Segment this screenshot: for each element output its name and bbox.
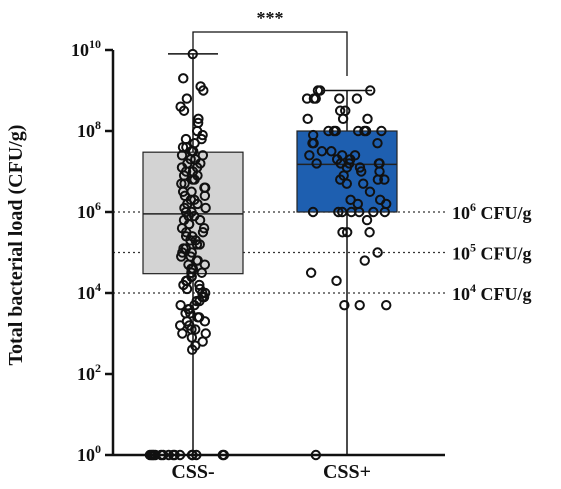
y-axis-label: Total bacterial load (CFU/g) xyxy=(5,125,27,366)
data-point xyxy=(180,133,192,145)
y-ticks: 100 102 104 106 108 1010 xyxy=(71,37,113,465)
data-point xyxy=(178,73,189,84)
data-point xyxy=(194,214,206,226)
data-point xyxy=(310,93,321,104)
reference-label-2: 104 CFU/g xyxy=(452,281,532,304)
data-point xyxy=(379,206,391,218)
data-point xyxy=(354,299,365,311)
data-points xyxy=(144,48,392,461)
x-tick-label-1: CSS+ xyxy=(323,461,371,483)
data-point xyxy=(199,190,211,202)
data-point xyxy=(326,146,337,157)
data-point xyxy=(358,178,369,189)
data-point xyxy=(193,113,204,125)
data-point xyxy=(356,166,367,177)
data-point xyxy=(362,113,373,125)
data-point xyxy=(191,449,202,461)
data-point xyxy=(361,214,373,226)
data-point xyxy=(191,239,203,250)
y-axis-title: Total bacterial load (CFU/g) xyxy=(5,125,27,366)
data-point xyxy=(353,206,365,218)
data-point xyxy=(175,299,186,311)
data-point xyxy=(200,202,211,214)
data-point xyxy=(192,198,203,210)
data-point xyxy=(310,449,322,461)
data-point xyxy=(372,174,384,185)
data-point xyxy=(337,227,348,238)
x-tick-labels: CSS- CSS+ xyxy=(171,461,371,483)
data-point xyxy=(198,85,209,96)
boxes xyxy=(142,53,398,456)
data-point xyxy=(177,328,188,339)
y-tick-label-0: 100 xyxy=(77,442,101,465)
data-point xyxy=(163,449,174,461)
data-point xyxy=(191,255,203,266)
data-point xyxy=(186,449,198,461)
data-point xyxy=(186,344,198,355)
data-point xyxy=(186,267,197,278)
reference-lines: 106 CFU/g 105 CFU/g 104 CFU/g xyxy=(113,200,532,304)
data-point xyxy=(341,227,353,238)
data-point xyxy=(307,206,319,218)
data-point xyxy=(181,93,193,104)
data-point xyxy=(376,125,387,137)
data-point xyxy=(174,320,186,331)
data-point xyxy=(359,125,370,137)
data-point xyxy=(176,251,187,262)
data-point xyxy=(381,299,392,311)
significance-stars: *** xyxy=(257,8,284,28)
data-point xyxy=(176,150,188,161)
y-tick-label-1: 102 xyxy=(77,361,101,384)
y-tick-label-4: 108 xyxy=(77,118,101,141)
data-point xyxy=(333,206,344,218)
data-point xyxy=(196,267,207,278)
data-point xyxy=(199,316,211,327)
data-point xyxy=(359,255,370,266)
data-point xyxy=(304,150,315,161)
y-tick-label-2: 104 xyxy=(77,280,101,303)
data-point xyxy=(352,125,364,137)
data-point xyxy=(218,449,230,461)
data-point xyxy=(365,85,376,96)
data-point xyxy=(316,146,328,157)
data-point xyxy=(323,125,334,137)
data-point xyxy=(181,283,193,295)
data-point xyxy=(174,449,186,461)
reference-label-1: 105 CFU/g xyxy=(452,241,532,264)
data-point xyxy=(331,275,342,287)
data-point xyxy=(169,449,180,461)
y-tick-label-5: 1010 xyxy=(71,37,101,60)
data-point xyxy=(351,93,363,104)
data-point xyxy=(330,125,341,137)
x-tick-label-0: CSS- xyxy=(171,461,214,483)
data-point xyxy=(379,174,390,185)
data-point xyxy=(302,113,313,125)
data-point xyxy=(339,299,350,311)
data-point xyxy=(368,206,379,218)
data-point xyxy=(334,93,345,104)
data-point xyxy=(196,133,207,145)
data-point xyxy=(337,113,349,125)
significance-line xyxy=(192,31,348,76)
data-point xyxy=(311,158,322,169)
data-point xyxy=(372,137,383,149)
data-point xyxy=(314,85,326,96)
data-point xyxy=(364,227,375,238)
data-point xyxy=(372,247,383,258)
significance-bracket: *** xyxy=(192,8,348,76)
data-point xyxy=(197,227,209,238)
reference-label-0: 106 CFU/g xyxy=(452,200,532,223)
data-point xyxy=(305,267,317,278)
data-point xyxy=(148,449,159,461)
data-point xyxy=(178,105,190,116)
data-point xyxy=(341,178,353,189)
y-tick-label-3: 106 xyxy=(77,199,101,222)
data-point xyxy=(187,174,198,185)
data-point xyxy=(364,186,376,197)
data-point xyxy=(307,137,318,149)
